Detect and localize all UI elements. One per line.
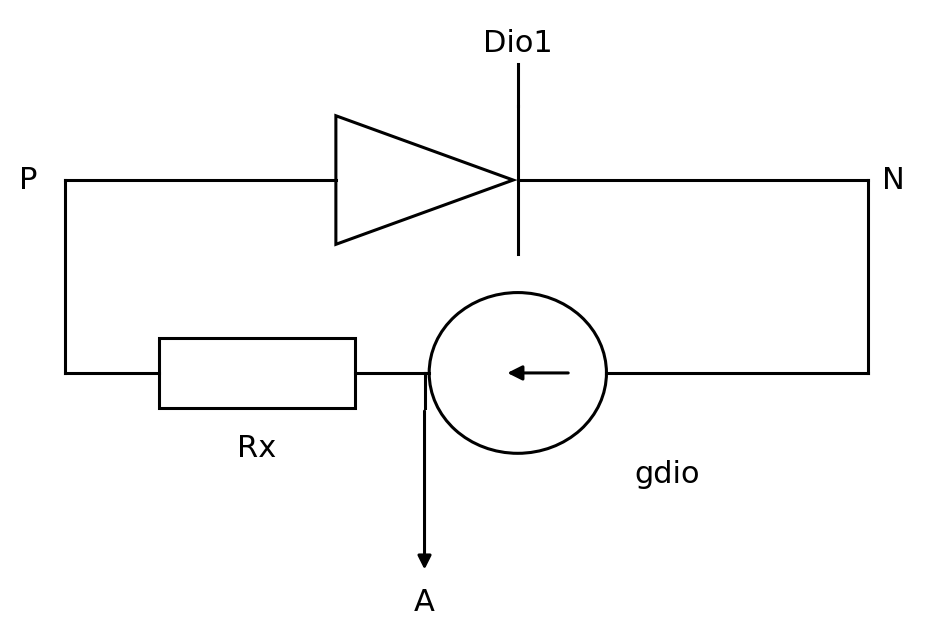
Text: P: P [19,165,37,195]
Text: gdio: gdio [634,460,700,489]
Text: Rx: Rx [237,434,276,463]
Text: N: N [882,165,904,195]
Text: A: A [414,588,435,617]
Text: Dio1: Dio1 [483,29,552,58]
